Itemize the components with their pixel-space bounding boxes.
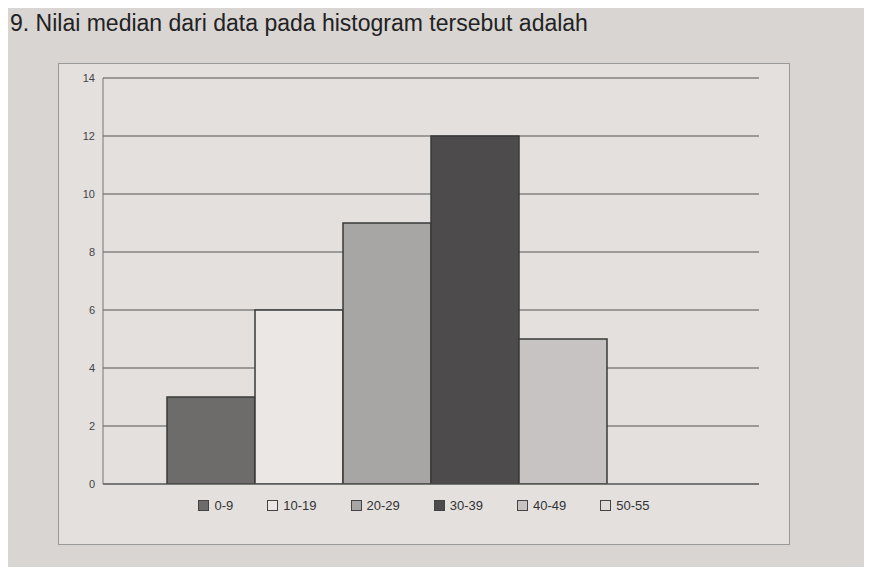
- html-text:20-29: 20-29: [366, 498, 400, 513]
- html-text:50-55: 50-55: [616, 498, 650, 513]
- html-text:40-49: 40-49: [533, 498, 567, 513]
- svg-text:10: 10: [83, 188, 95, 200]
- svg-text:14: 14: [83, 72, 95, 84]
- svg-text:2: 2: [89, 420, 95, 432]
- html-text:9. Nilai median dari data pada: 9. Nilai median dari data pada histogram…: [10, 10, 588, 36]
- svg-text:4: 4: [89, 362, 95, 374]
- svg-text:12: 12: [83, 130, 95, 142]
- html-text:10-19: 10-19: [283, 498, 317, 513]
- html-text:0-9: 0-9: [214, 498, 234, 513]
- html-text:30-39: 30-39: [449, 498, 483, 513]
- svg-text:8: 8: [89, 246, 95, 258]
- svg-text:0: 0: [89, 478, 95, 490]
- svg-text:6: 6: [89, 304, 95, 316]
